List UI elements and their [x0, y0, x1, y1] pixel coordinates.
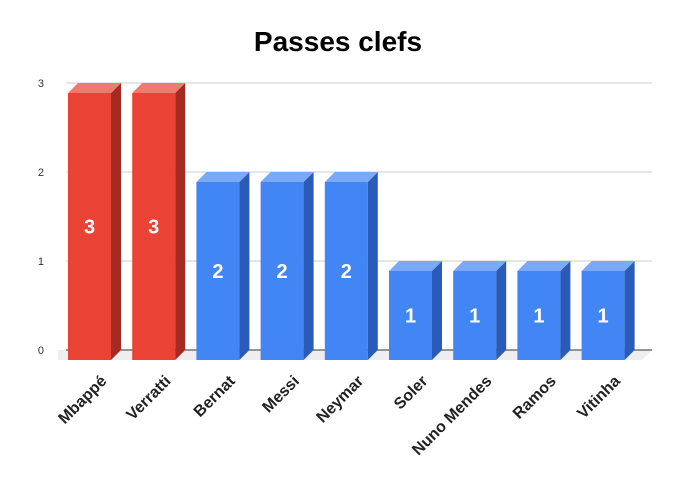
- bar-front: [453, 271, 497, 360]
- bar: [389, 261, 442, 360]
- bar-front: [196, 182, 240, 360]
- bar: [68, 83, 121, 360]
- bar-side: [624, 261, 635, 360]
- bar: [260, 172, 314, 360]
- chart-title: Passes clefs: [253, 26, 423, 57]
- bar: [581, 261, 635, 360]
- data-label: 1: [533, 306, 544, 328]
- bar-top: [68, 83, 121, 93]
- y-tick-label: 3: [38, 78, 44, 90]
- bar-front: [581, 271, 625, 360]
- bar-top: [517, 261, 571, 271]
- data-label: 3: [148, 217, 159, 239]
- bar: [517, 261, 571, 360]
- bar-side: [111, 83, 121, 360]
- bar-side: [496, 261, 507, 360]
- bar-side: [432, 261, 442, 360]
- bar-top: [260, 172, 314, 182]
- bar-front: [132, 93, 176, 360]
- data-label: 2: [212, 261, 223, 283]
- bar-side: [239, 172, 250, 360]
- bar: [324, 172, 378, 360]
- bar-top: [581, 261, 635, 271]
- bar: [132, 83, 186, 360]
- bar-top: [132, 83, 186, 93]
- data-label: 2: [277, 261, 288, 283]
- data-label: 1: [598, 306, 609, 328]
- y-tick-label: 2: [38, 167, 44, 179]
- x-tick-label: Ramos: [510, 373, 560, 423]
- y-tick-label: 1: [38, 256, 44, 268]
- x-tick-label: Mbappé: [56, 373, 111, 428]
- bar-side: [303, 172, 314, 360]
- bar-front: [389, 271, 432, 360]
- data-label: 1: [469, 306, 480, 328]
- data-label: 2: [341, 261, 352, 283]
- x-tick-label: Neymar: [314, 373, 368, 427]
- x-tick-label: Bernat: [191, 372, 239, 420]
- bar-side: [175, 83, 186, 360]
- x-tick-label: Verratti: [124, 373, 175, 424]
- bar-front: [260, 182, 304, 360]
- bar: [196, 172, 250, 360]
- x-tick-label: Messi: [259, 373, 302, 416]
- x-tick-label: Vitinha: [574, 373, 624, 423]
- bar-front: [324, 182, 368, 360]
- data-label: 1: [405, 306, 416, 328]
- bar-side: [560, 261, 571, 360]
- bar-front: [517, 271, 561, 360]
- data-label: 3: [84, 217, 95, 239]
- bar-top: [324, 172, 378, 182]
- bar-front: [68, 93, 111, 360]
- y-tick-label: 0: [38, 345, 44, 357]
- bar-side: [367, 172, 378, 360]
- x-tick-label: Soler: [391, 373, 431, 413]
- bar: [453, 261, 507, 360]
- bar-top: [389, 261, 442, 271]
- bar-top: [453, 261, 507, 271]
- bar-top: [196, 172, 250, 182]
